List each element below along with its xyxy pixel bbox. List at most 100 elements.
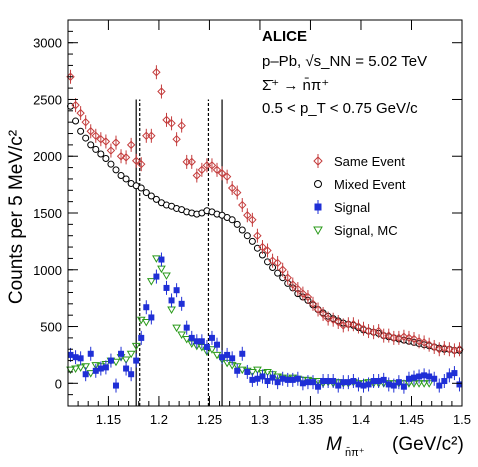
data-point bbox=[298, 289, 308, 298]
data-point bbox=[162, 115, 171, 125]
data-point bbox=[330, 378, 337, 385]
data-point bbox=[91, 131, 100, 141]
annotation-collision: p–Pb, √s_NN = 5.02 TeV bbox=[262, 53, 427, 70]
data-point bbox=[421, 372, 428, 379]
legend-label: Signal bbox=[334, 200, 370, 215]
data-point bbox=[172, 324, 181, 333]
data-point bbox=[157, 87, 166, 96]
data-point bbox=[193, 338, 200, 345]
data-point bbox=[364, 326, 373, 336]
y-tick-label: 500 bbox=[40, 320, 62, 335]
data-point bbox=[254, 375, 261, 382]
data-point bbox=[274, 379, 281, 386]
data-point bbox=[259, 373, 266, 380]
data-point bbox=[152, 68, 161, 77]
legend-marker bbox=[314, 203, 322, 211]
data-point bbox=[426, 373, 433, 380]
x-tick-label: 1.15 bbox=[96, 412, 121, 427]
data-point bbox=[183, 324, 190, 331]
data-point bbox=[288, 280, 297, 289]
data-point bbox=[133, 357, 140, 364]
data-point bbox=[399, 332, 409, 341]
data-point bbox=[163, 284, 170, 291]
data-point bbox=[147, 131, 156, 141]
data-point bbox=[360, 382, 367, 389]
data-point bbox=[138, 334, 145, 341]
data-point bbox=[303, 292, 313, 302]
data-point bbox=[106, 146, 116, 155]
data-point bbox=[96, 134, 106, 144]
plot-area bbox=[66, 65, 464, 406]
data-point bbox=[323, 314, 333, 323]
data-point bbox=[293, 284, 303, 294]
data-point bbox=[112, 382, 119, 389]
data-point bbox=[217, 169, 227, 178]
axis-ticks: 1.15 1.2 1.25 1.3 1.35 1.4 1.45 1.5 0 500 1000 1500… bbox=[33, 19, 471, 427]
data-point bbox=[227, 183, 237, 193]
data-point bbox=[335, 382, 342, 389]
data-point bbox=[71, 365, 80, 374]
data-point bbox=[71, 100, 80, 110]
data-point bbox=[405, 375, 412, 382]
data-point bbox=[92, 145, 100, 153]
data-point bbox=[131, 342, 141, 351]
data-point bbox=[81, 117, 90, 127]
x-tick-label: 1.5 bbox=[453, 412, 471, 427]
data-point bbox=[451, 370, 458, 377]
legend-item-signal-mc: Signal, MC bbox=[313, 223, 398, 238]
data-point bbox=[207, 161, 217, 170]
annotation-pt-range: 0.5 < p_T < 0.75 GeV/c bbox=[262, 100, 418, 117]
data-point bbox=[394, 333, 404, 343]
data-point bbox=[435, 345, 444, 354]
data-point bbox=[118, 350, 125, 357]
legend-label: Same Event bbox=[334, 154, 405, 169]
data-point bbox=[414, 337, 424, 346]
data-point bbox=[365, 381, 372, 388]
x-axis-label: M n̄π⁺ (GeV/c²) bbox=[326, 434, 464, 459]
data-point bbox=[224, 351, 231, 358]
data-point bbox=[289, 376, 296, 383]
data-point bbox=[214, 341, 221, 348]
data-point bbox=[177, 121, 186, 130]
data-point bbox=[450, 346, 459, 355]
data-point bbox=[137, 184, 145, 192]
y-tick-label: 2500 bbox=[33, 92, 62, 107]
data-point bbox=[299, 380, 306, 387]
data-point bbox=[279, 375, 286, 382]
data-point bbox=[278, 265, 287, 274]
data-point bbox=[207, 346, 217, 354]
data-point bbox=[234, 367, 241, 374]
data-point bbox=[239, 350, 246, 357]
data-point bbox=[456, 381, 463, 388]
data-point bbox=[370, 378, 377, 385]
series-same-event bbox=[66, 65, 464, 358]
data-point bbox=[187, 157, 196, 167]
data-point bbox=[345, 379, 352, 386]
data-point bbox=[102, 364, 109, 371]
data-point bbox=[309, 379, 316, 386]
data-point bbox=[369, 327, 378, 337]
data-point bbox=[229, 355, 236, 362]
annotation-decay: Σ̄⁺ → n̄π⁺ bbox=[262, 77, 329, 94]
data-point bbox=[143, 304, 150, 311]
data-point bbox=[269, 374, 276, 381]
data-point bbox=[219, 354, 226, 361]
data-point bbox=[384, 331, 393, 340]
data-point bbox=[409, 334, 419, 344]
data-point bbox=[424, 340, 434, 349]
data-point bbox=[107, 160, 115, 168]
data-point bbox=[233, 188, 242, 197]
data-point bbox=[430, 342, 439, 352]
data-point bbox=[436, 382, 443, 389]
data-point bbox=[146, 278, 156, 286]
data-point bbox=[87, 141, 95, 149]
data-point bbox=[66, 366, 75, 375]
data-point bbox=[167, 119, 176, 128]
data-point bbox=[112, 166, 120, 174]
data-point bbox=[273, 373, 282, 381]
data-point bbox=[148, 314, 155, 321]
legend-marker bbox=[313, 226, 323, 236]
data-point bbox=[238, 226, 246, 234]
data-point bbox=[268, 256, 277, 265]
y-axis-label: Counts per 5 MeV/c² bbox=[6, 130, 27, 304]
